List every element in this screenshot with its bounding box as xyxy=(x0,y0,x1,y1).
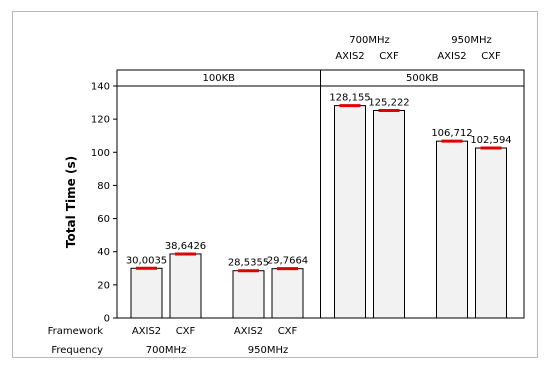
bar xyxy=(232,270,265,319)
framework-label: AXIS2 xyxy=(437,51,466,62)
panel-title: 500KB xyxy=(406,73,439,84)
framework-label: CXF xyxy=(278,326,298,337)
bar xyxy=(169,253,202,319)
data-label: 125,222 xyxy=(368,97,409,108)
chart-marks xyxy=(130,104,507,319)
frequency-label: 950MHz xyxy=(248,345,288,356)
framework-row-label: Framework xyxy=(48,326,104,337)
bar xyxy=(334,105,366,319)
bar xyxy=(271,268,304,319)
figure-frame xyxy=(12,11,538,358)
chart-labels: 0 20 40 60 80 100 120 140 Total Time (s) Framewor… xyxy=(48,35,512,356)
y-tick-label: 0 xyxy=(104,314,110,325)
data-label: 28,5355 xyxy=(228,258,269,269)
framework-label: CXF xyxy=(379,51,399,62)
frequency-row-label: Frequency xyxy=(51,345,103,356)
y-tick-label: 20 xyxy=(97,280,110,291)
y-tick-label: 140 xyxy=(91,82,110,93)
framework-label: CXF xyxy=(176,326,196,337)
frequency-label: 700MHz xyxy=(349,35,389,46)
framework-label: AXIS2 xyxy=(132,326,161,337)
y-tick-label: 100 xyxy=(91,148,110,159)
axes xyxy=(113,69,525,319)
y-tick-label: 120 xyxy=(91,115,110,126)
data-label: 38,6426 xyxy=(165,241,206,252)
framework-label: AXIS2 xyxy=(234,326,263,337)
panel-title: 100KB xyxy=(202,73,235,84)
bar xyxy=(373,109,405,319)
data-label: 30,0035 xyxy=(126,255,167,266)
y-axis-label: Total Time (s) xyxy=(64,156,78,248)
framework-label: CXF xyxy=(481,51,501,62)
data-label: 102,594 xyxy=(470,135,511,146)
frequency-label: 700MHz xyxy=(146,345,186,356)
framework-label: AXIS2 xyxy=(335,51,364,62)
data-label: 106,712 xyxy=(431,128,472,139)
data-label: 128,155 xyxy=(329,93,370,104)
y-tick-label: 60 xyxy=(97,214,110,225)
y-tick-label: 80 xyxy=(97,181,110,192)
bar xyxy=(475,147,507,319)
frequency-label: 950MHz xyxy=(451,35,491,46)
bar xyxy=(130,267,163,319)
bar xyxy=(436,140,468,319)
y-tick-label: 40 xyxy=(97,247,110,258)
data-label: 29,7664 xyxy=(267,256,308,267)
